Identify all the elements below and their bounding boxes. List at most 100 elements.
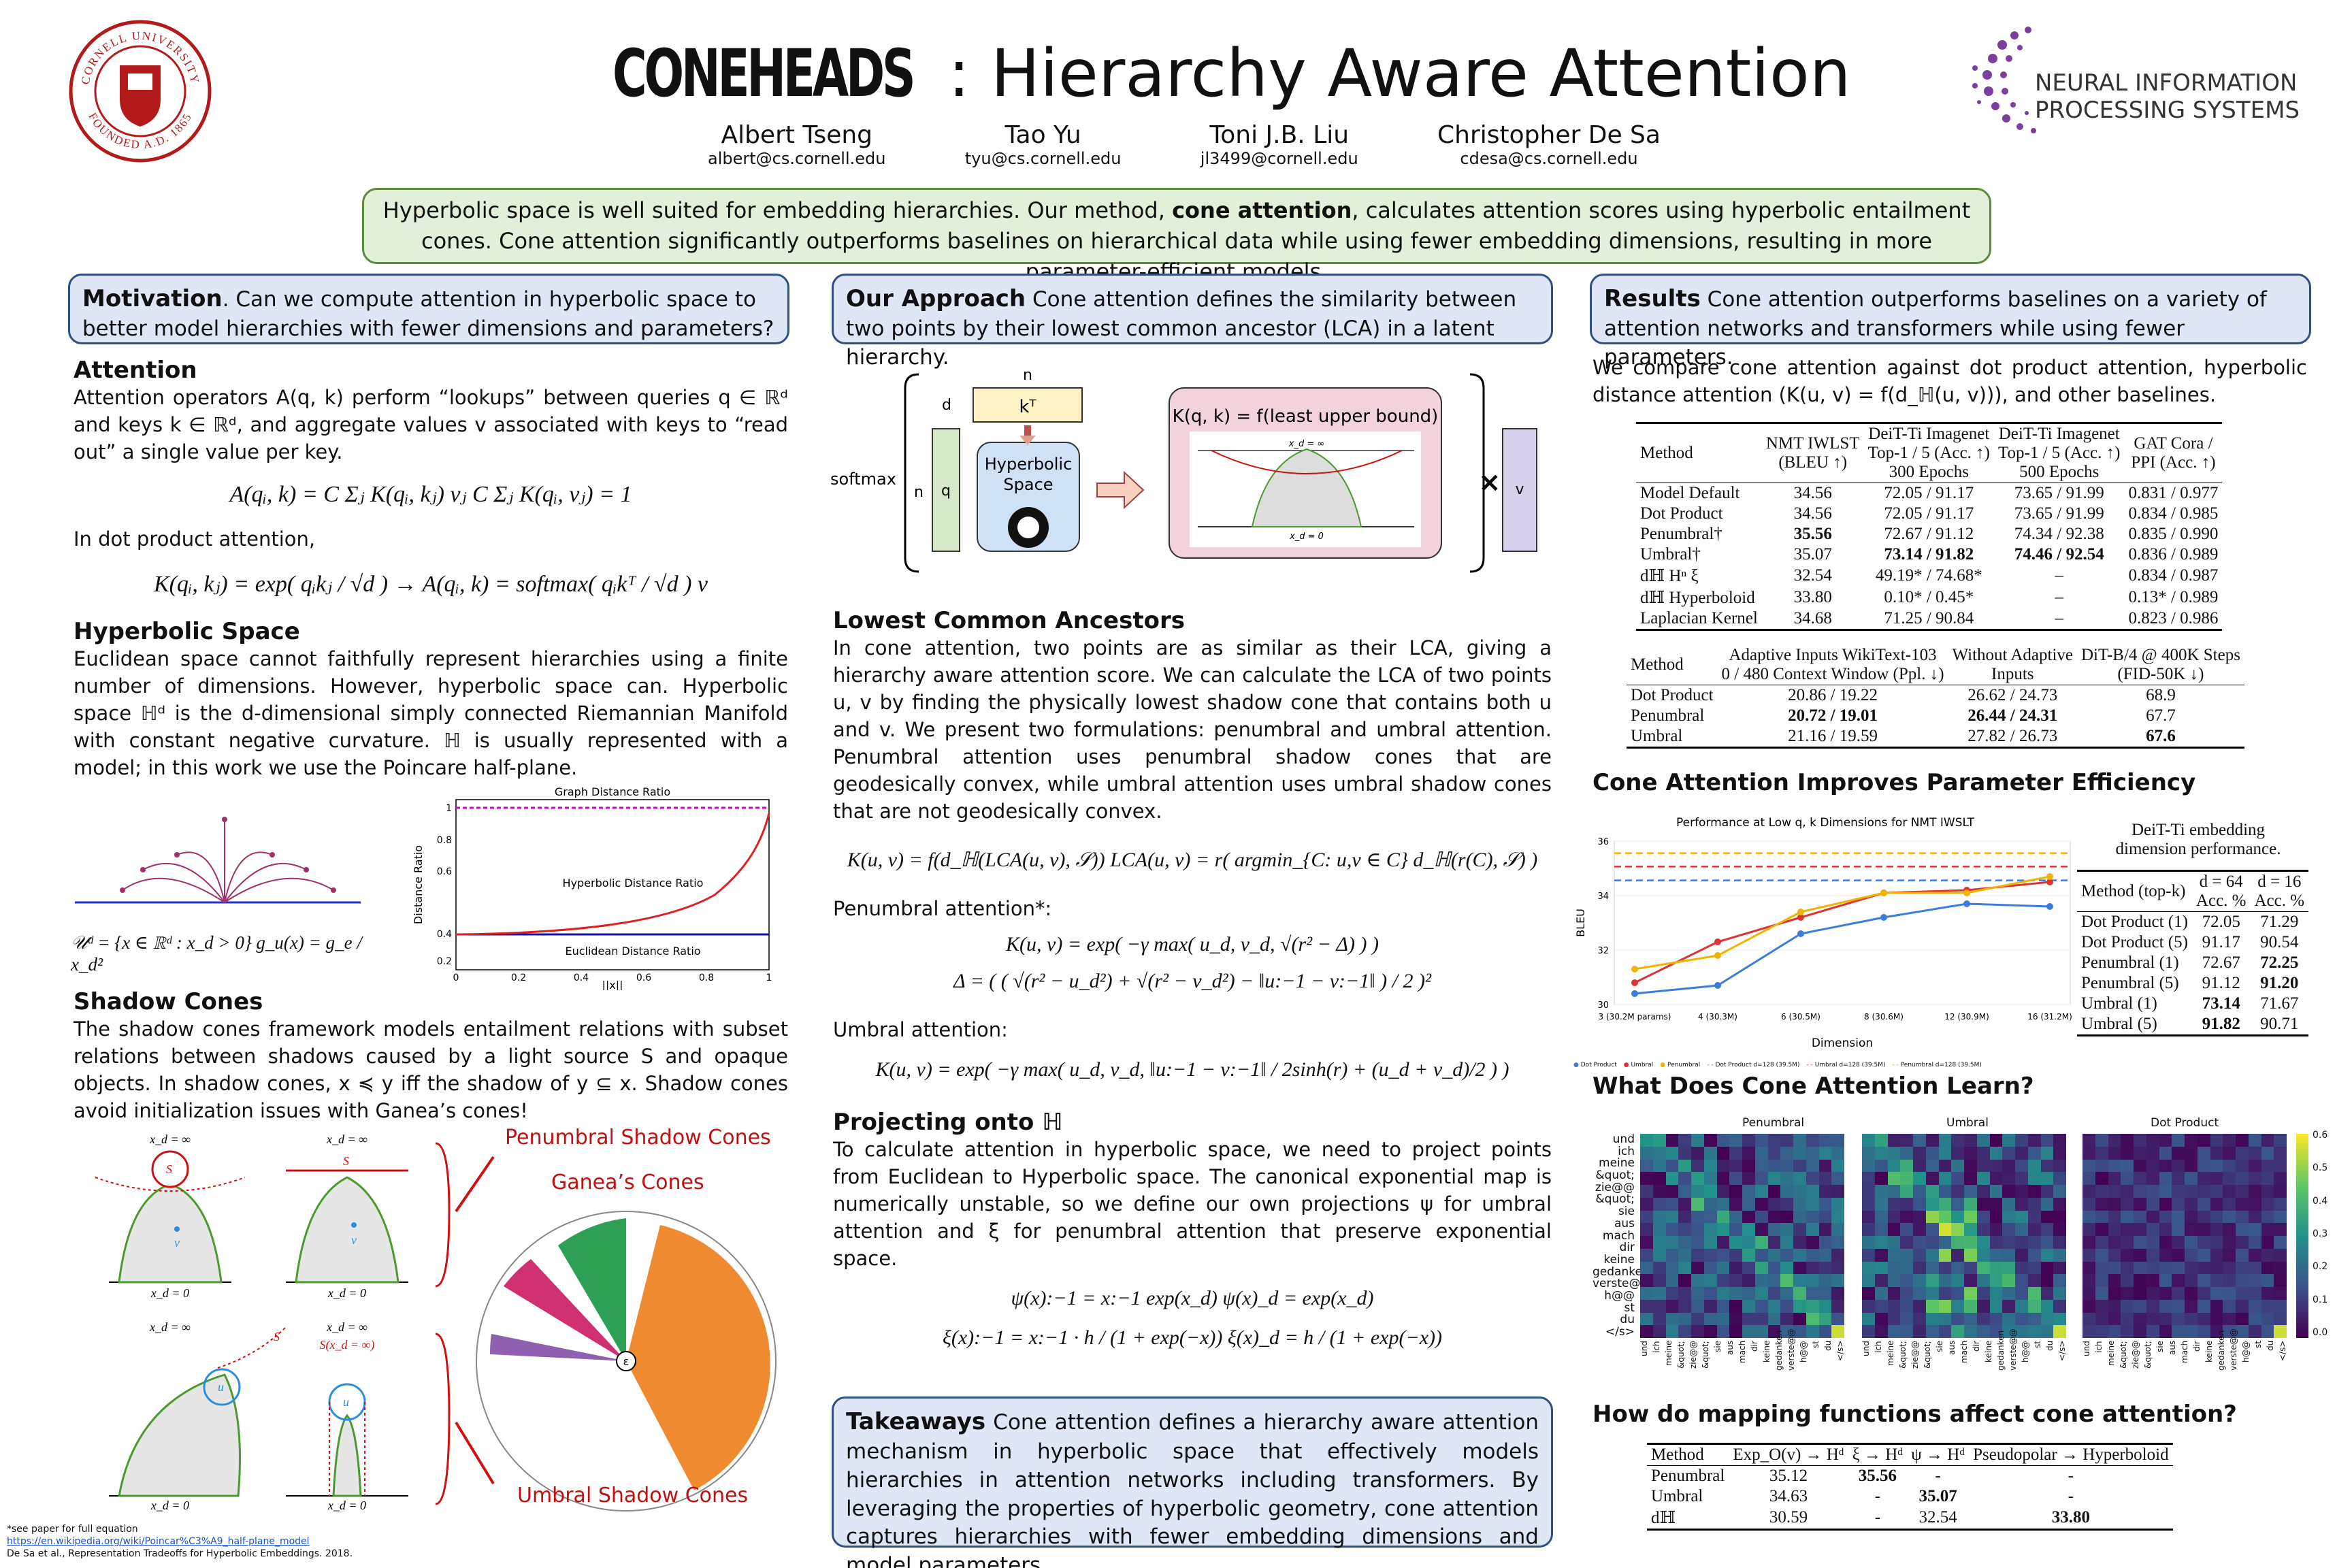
- heatmap-title: Penumbral: [1742, 1116, 1805, 1130]
- x-token-label: und: [1639, 1341, 1649, 1356]
- y-token-label: verste@@: [1592, 1277, 1652, 1291]
- heat-cell: [2261, 1146, 2274, 1160]
- heat-cell: [1806, 1210, 1819, 1224]
- svg-text:0.6: 0.6: [636, 973, 651, 983]
- heat-cell: [2002, 1236, 2015, 1249]
- heat-cell: [1913, 1172, 1926, 1185]
- heat-cell: [2159, 1134, 2172, 1147]
- heat-cell: [1754, 1210, 1768, 1224]
- poster-title: CONEHEADS: Hierarchy Aware Attention: [612, 35, 1851, 112]
- heat-cell: [1780, 1197, 1793, 1211]
- heat-cell: [1716, 1236, 1730, 1249]
- heat-cell: [1793, 1325, 1806, 1338]
- heat-cell: [2027, 1248, 2041, 1262]
- heat-cell: [1806, 1223, 1819, 1236]
- svg-text:0.4: 0.4: [437, 929, 452, 940]
- heat-cell: [2248, 1134, 2261, 1147]
- heat-cell: [2197, 1325, 2210, 1338]
- x-token-label: keine: [1762, 1341, 1771, 1363]
- heat-cell: [1729, 1146, 1742, 1160]
- heat-cell: [2248, 1312, 2261, 1326]
- heat-cell: [1862, 1185, 1875, 1198]
- y-token-label: sie: [1618, 1205, 1635, 1219]
- heat-cell: [2236, 1261, 2249, 1275]
- heat-cell: [1691, 1261, 1704, 1275]
- heat-cell: [1780, 1325, 1793, 1338]
- heat-cell: [2108, 1299, 2121, 1313]
- heat-cell: [1900, 1197, 1913, 1211]
- heat-cell: [1691, 1185, 1704, 1198]
- heat-cell: [2223, 1210, 2236, 1224]
- heat-cell: [1989, 1223, 2003, 1236]
- svg-text:Space: Space: [1003, 475, 1053, 494]
- x-token-label: ich: [1874, 1341, 1883, 1353]
- heat-cell: [1938, 1134, 1952, 1147]
- heat-cell: [2002, 1248, 2015, 1262]
- wiki-link[interactable]: https://en.wikipedia.org/wiki/Poincar%C3…: [7, 1536, 310, 1548]
- heat-cell: [2197, 1146, 2210, 1160]
- heat-cell: [2172, 1325, 2185, 1338]
- svg-text:u: u: [343, 1395, 349, 1409]
- heat-cell: [2248, 1248, 2261, 1262]
- svg-text:0.8: 0.8: [437, 835, 452, 846]
- heat-cell: [2274, 1325, 2287, 1338]
- heat-cell: [2040, 1172, 2054, 1185]
- heat-cell: [1665, 1159, 1679, 1173]
- heat-cell: [2236, 1287, 2249, 1300]
- y-token-label: du: [1620, 1313, 1635, 1327]
- heat-cell: [2015, 1261, 2028, 1275]
- heat-cell: [1900, 1287, 1913, 1300]
- heat-cell: [1716, 1223, 1730, 1236]
- x-tick-label: 6 (30.5M): [1781, 1012, 1820, 1022]
- heat-cell: [1831, 1312, 1844, 1326]
- heat-cell: [1925, 1287, 1939, 1300]
- heat-cell: [1925, 1197, 1939, 1211]
- heat-cell: [2210, 1185, 2223, 1198]
- x-token-label: meine: [2106, 1341, 2116, 1367]
- heat-cell: [1767, 1134, 1781, 1147]
- heat-cell: [2236, 1299, 2249, 1313]
- heat-cell: [1874, 1287, 1888, 1300]
- heat-cell: [1887, 1210, 1901, 1224]
- heat-cell: [1964, 1312, 1977, 1326]
- heat-cell: [2185, 1325, 2198, 1338]
- heat-cell: [2223, 1236, 2236, 1249]
- heat-cell: [2027, 1146, 2041, 1160]
- y-tick-label: 30: [1597, 1000, 1609, 1011]
- svg-text:v: v: [351, 1233, 357, 1247]
- heat-cell: [2146, 1236, 2159, 1249]
- heat-cell: [1818, 1146, 1832, 1160]
- heat-cell: [1716, 1172, 1730, 1185]
- x-token-label: keine: [1984, 1341, 1993, 1363]
- heat-cell: [2095, 1159, 2108, 1173]
- heat-cell: [2159, 1185, 2172, 1198]
- x-token-label: du: [2266, 1341, 2275, 1352]
- y-tick-label: 34: [1597, 892, 1609, 902]
- chart-ylabel: BLEU: [1574, 909, 1587, 937]
- svg-text:x_d = 0: x_d = 0: [150, 1499, 189, 1512]
- heat-cell: [2121, 1210, 2134, 1224]
- heat-cell: [1703, 1134, 1717, 1147]
- heat-cell: [1652, 1159, 1666, 1173]
- heat-cell: [1818, 1236, 1832, 1249]
- heat-cell: [1793, 1159, 1806, 1173]
- heat-cell: [1806, 1287, 1819, 1300]
- heat-cell: [2082, 1159, 2095, 1173]
- heat-cell: [2134, 1159, 2146, 1173]
- heat-cell: [2197, 1236, 2210, 1249]
- heat-cell: [1951, 1274, 1964, 1287]
- heat-cell: [1729, 1312, 1742, 1326]
- neurips-line1: NEURAL INFORMATION: [2035, 69, 2298, 97]
- heat-cell: [1913, 1146, 1926, 1160]
- heat-cell: [2185, 1287, 2198, 1300]
- heat-cell: [1729, 1236, 1742, 1249]
- heat-cell: [2027, 1134, 2041, 1147]
- heat-cell: [2134, 1185, 2146, 1198]
- heat-cell: [2261, 1274, 2274, 1287]
- heat-cell: [2095, 1223, 2108, 1236]
- heat-cell: [2146, 1172, 2159, 1185]
- heat-cell: [2248, 1210, 2261, 1224]
- heat-cell: [2159, 1261, 2172, 1275]
- heat-cell: [2121, 1261, 2134, 1275]
- heat-cell: [2121, 1223, 2134, 1236]
